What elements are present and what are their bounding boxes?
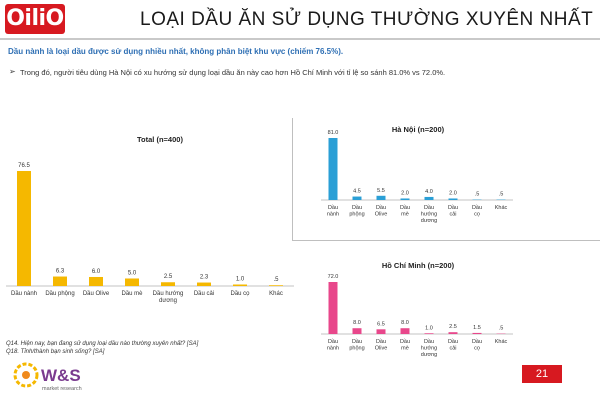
tick-label: Dầu cải — [194, 291, 214, 297]
tick-label: Dầu phộng — [349, 205, 364, 218]
panel-divider-vertical — [292, 118, 293, 240]
tick-label: Dầu mè — [400, 205, 410, 218]
bar — [53, 276, 67, 286]
data-label: 1.5 — [473, 325, 481, 331]
oilio-logo: OiliO — [5, 4, 65, 34]
tick-label: Dầu nành — [11, 291, 37, 297]
bar — [448, 198, 458, 200]
bar — [89, 276, 103, 286]
data-label: 2.3 — [200, 275, 209, 281]
page-subtitle: Dầu nành là loại dầu được sử dụng nhiều … — [8, 47, 344, 56]
footnote-q14: Q14. Hiện nay, bạn đang sử dụng loại dầu… — [6, 341, 199, 347]
chart-hanoi: Hà Nội (n=200) 81.0 Dầu nành 4.5 Dầu phộng 5.5 D… — [321, 125, 513, 224]
tick-label: Dầu phộng — [349, 339, 364, 352]
data-label: 5.0 — [128, 270, 137, 276]
tick-label: Khác — [269, 291, 283, 297]
data-label: 5.5 — [377, 188, 385, 194]
bar — [17, 171, 31, 286]
data-label: .5 — [499, 192, 504, 198]
data-label: 6.5 — [377, 321, 385, 327]
tick-label: Dầu Olive — [375, 205, 388, 218]
chart-total: Total (n=400) 76.5 Dầu nành 6.3 Dầu phộng 6.0… — [6, 135, 294, 304]
tick-label: Dầu cải — [448, 339, 458, 352]
data-label: 8.0 — [353, 320, 361, 326]
tick-label: Dầu nành — [327, 339, 339, 352]
bar — [472, 332, 482, 334]
bar — [376, 195, 386, 200]
tick-label: Dầu hướng dương — [421, 205, 437, 224]
ws-logo: W&S market research — [10, 357, 130, 395]
tick-label: Dầu mè — [400, 339, 410, 352]
bar — [352, 196, 362, 200]
data-label: .5 — [475, 192, 480, 198]
data-label: .5 — [499, 326, 504, 332]
page-number: 21 — [522, 365, 562, 383]
tick-label: Dầu nành — [327, 205, 339, 218]
bullet-text: Trong đó, người tiêu dùng Hà Nội có xu h… — [20, 68, 446, 77]
header-divider — [0, 38, 600, 40]
tick-label: Dầu phộng — [45, 291, 74, 297]
data-label: 1.0 — [425, 325, 433, 331]
data-label: 2.5 — [449, 324, 457, 330]
tick-label: Dầu cải — [448, 205, 458, 218]
bar — [400, 198, 410, 200]
bar — [233, 284, 247, 286]
bar — [352, 328, 362, 334]
chart-title: Total (n=400) — [137, 135, 183, 144]
data-label: 2.0 — [401, 190, 409, 196]
bar — [376, 329, 386, 334]
data-label: 1.0 — [236, 276, 245, 282]
bar — [448, 332, 458, 334]
ws-logo-subtitle: market research — [42, 386, 82, 392]
tick-label: Dầu cọ — [230, 291, 250, 297]
chart-title: Hà Nội (n=200) — [392, 125, 445, 134]
bar — [125, 278, 139, 286]
chart-title: Hồ Chí Minh (n=200) — [382, 261, 455, 270]
bar — [424, 196, 434, 200]
page-title: LOẠI DẦU ĂN SỬ DỤNG THƯỜNG XUYÊN NHẤT — [140, 9, 594, 30]
tick-label: Khác — [495, 339, 508, 345]
bar — [328, 138, 338, 200]
chart-hochiminh: Hồ Chí Minh (n=200) 72.0 Dầu nành 8.0 Dầu phộn… — [321, 261, 513, 358]
tick-label: Dầu hướng dương — [421, 339, 437, 358]
bar — [400, 328, 410, 334]
tick-label: Dầu cọ — [472, 339, 482, 352]
data-label: 76.5 — [18, 163, 30, 169]
data-label: 4.5 — [353, 189, 361, 195]
tick-label: Dầu cọ — [472, 205, 482, 218]
footnote-q18: Q18. Tỉnh/thành bạn sinh sống? [SA] — [6, 349, 105, 355]
bar — [328, 282, 338, 334]
data-label: 6.0 — [92, 269, 101, 275]
bar — [197, 282, 211, 286]
data-label: 8.0 — [401, 320, 409, 326]
tick-label: Dầu hướng dương — [153, 291, 184, 304]
tick-label: Dầu Olive — [83, 291, 110, 297]
bullet-arrow-icon: ➢ — [9, 67, 16, 76]
bar — [424, 333, 434, 334]
data-label: .5 — [273, 277, 279, 283]
tick-label: Khác — [495, 205, 508, 211]
data-label: 2.0 — [449, 190, 457, 196]
data-label: 81.0 — [328, 130, 339, 136]
panel-divider-horizontal — [292, 240, 600, 241]
bar — [161, 282, 175, 286]
tick-label: Dầu Olive — [375, 339, 388, 352]
data-label: 72.0 — [328, 274, 339, 280]
bar — [269, 285, 283, 286]
ws-logo-name: W&S — [41, 366, 81, 385]
data-label: 4.0 — [425, 189, 433, 195]
data-label: 6.3 — [56, 269, 65, 275]
tick-label: Dầu mè — [121, 291, 143, 297]
data-label: 2.5 — [164, 274, 173, 280]
